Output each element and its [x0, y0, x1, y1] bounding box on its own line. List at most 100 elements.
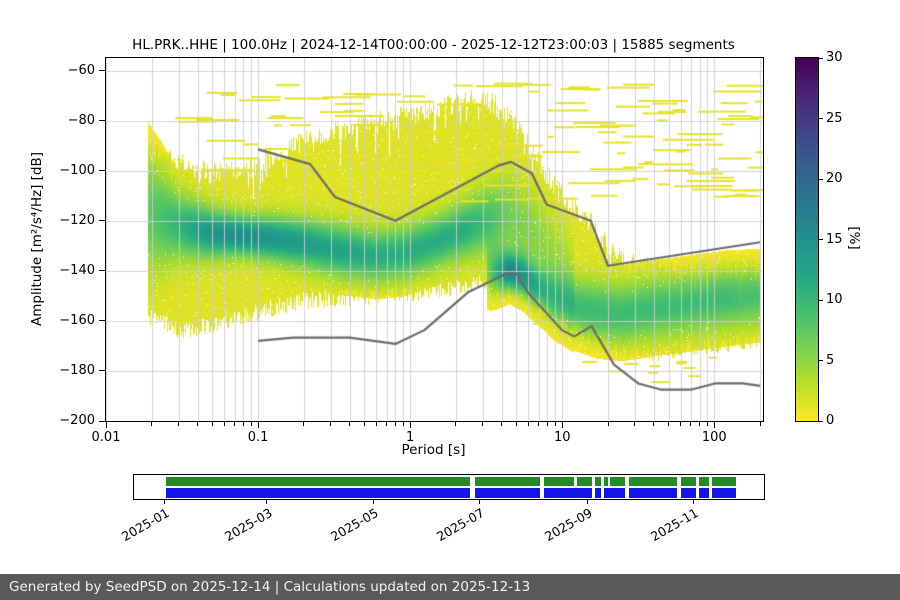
x-minor-tick [482, 422, 484, 426]
ppsd-heatmap-canvas [106, 58, 763, 421]
x-tick-label: 1 [406, 430, 415, 445]
availability-timeline [133, 474, 765, 500]
coverage-segment-green [680, 477, 696, 486]
x-minor-tick [250, 422, 252, 426]
timeline-blue-track [134, 488, 764, 498]
coverage-segment-blue [680, 488, 696, 498]
x-minor-tick [223, 422, 225, 426]
x-tick [409, 422, 411, 428]
x-minor-tick [386, 422, 388, 426]
colorbar-tick-label: 10 [826, 292, 843, 307]
y-tick-label: −120 [59, 212, 95, 228]
x-minor-tick [303, 422, 305, 426]
x-tick [561, 422, 563, 428]
timeline-tick-label: 2025-11 [648, 505, 702, 545]
colorbar-tick-label: 0 [826, 413, 835, 428]
x-minor-tick [653, 422, 655, 426]
coverage-segment-blue [543, 488, 592, 498]
y-axis-label: Amplitude [m²/s⁴/Hz] [dB] [29, 151, 45, 327]
y-tick [99, 170, 105, 172]
x-tick [713, 422, 715, 428]
x-minor-tick [634, 422, 636, 426]
x-minor-tick [455, 422, 457, 426]
y-tick-label: −160 [59, 312, 95, 328]
x-minor-tick [690, 422, 692, 426]
y-tick [99, 120, 105, 122]
plot-area [105, 57, 764, 422]
y-tick-label: −80 [67, 112, 95, 128]
x-minor-tick [668, 422, 670, 426]
timeline-tick [372, 500, 374, 504]
timeline-tick-label: 2025-05 [327, 505, 381, 545]
coverage-segment-blue [711, 488, 737, 498]
x-minor-tick [234, 422, 236, 426]
coverage-segment-green [699, 477, 709, 486]
y-tick [99, 270, 105, 272]
coverage-segment-green [610, 477, 626, 486]
colorbar-tick-label: 5 [826, 352, 835, 368]
x-minor-tick [527, 422, 529, 426]
x-minor-tick [178, 422, 180, 426]
chart-title: HL.PRK..HHE | 100.0Hz | 2024-12-14T00:00… [132, 37, 735, 53]
footer-text: Generated by SeedPSD on 2025-12-14 | Cal… [9, 579, 531, 595]
x-minor-tick [554, 422, 556, 426]
colorbar-tick [819, 360, 823, 361]
colorbar-tick [819, 299, 823, 301]
colorbar-gradient [796, 58, 818, 421]
coverage-segment-blue [699, 488, 709, 498]
y-tick-label: −100 [59, 162, 95, 178]
x-minor-tick [538, 422, 540, 426]
coverage-segment-green [594, 477, 602, 486]
x-minor-tick [330, 422, 332, 426]
x-minor-tick [501, 422, 503, 426]
y-tick [99, 420, 105, 422]
x-minor-tick [394, 422, 396, 426]
x-axis-label: Period [s] [401, 442, 466, 458]
coverage-segment-green [576, 477, 592, 486]
colorbar-tick-label: 20 [826, 171, 843, 186]
timeline-tick-label: 2025-07 [434, 505, 487, 545]
y-tick-label: −60 [67, 62, 95, 78]
colorbar-tick [819, 118, 823, 119]
y-tick-label: −180 [59, 362, 95, 378]
coverage-segment-green [474, 477, 541, 486]
coverage-segment-blue [474, 488, 541, 498]
timeline-tick [164, 500, 166, 504]
x-minor-tick [706, 422, 708, 426]
x-minor-tick [211, 422, 213, 426]
footer-bar: Generated by SeedPSD on 2025-12-14 | Cal… [0, 574, 900, 600]
x-minor-tick [607, 422, 609, 426]
colorbar-tick [819, 57, 823, 59]
timeline-tick-label: 2025-03 [221, 505, 275, 545]
coverage-segment-green [543, 477, 574, 486]
x-minor-tick [546, 422, 548, 426]
x-minor-tick [151, 422, 153, 426]
x-minor-tick [349, 422, 351, 426]
timeline-tick [586, 500, 588, 504]
timeline-tick [266, 500, 268, 504]
y-tick [99, 70, 105, 72]
coverage-segment-blue [603, 488, 626, 498]
y-tick-label: −200 [59, 413, 95, 428]
timeline-tick-label: 2025-01 [119, 505, 173, 545]
colorbar-tick [819, 239, 823, 240]
coverage-segment-green [166, 477, 470, 486]
x-minor-tick [699, 422, 701, 426]
y-tick [99, 220, 105, 222]
x-minor-tick [402, 422, 404, 426]
colorbar-tick-label: 30 [826, 50, 843, 65]
coverage-segment-blue [628, 488, 678, 498]
colorbar-tick-label: 25 [826, 110, 843, 126]
x-minor-tick [680, 422, 682, 426]
x-tick-label: 0.1 [247, 430, 269, 445]
coverage-segment-blue [594, 488, 602, 498]
x-minor-tick [515, 422, 517, 426]
x-tick-label: 0.01 [91, 430, 121, 445]
y-tick [99, 320, 105, 322]
x-minor-tick [363, 422, 365, 426]
coverage-segment-green [711, 477, 737, 486]
timeline-green-track [134, 477, 764, 486]
colorbar-tick-label: 15 [826, 231, 843, 247]
x-tick-label: 100 [701, 430, 727, 445]
x-minor-tick [242, 422, 244, 426]
